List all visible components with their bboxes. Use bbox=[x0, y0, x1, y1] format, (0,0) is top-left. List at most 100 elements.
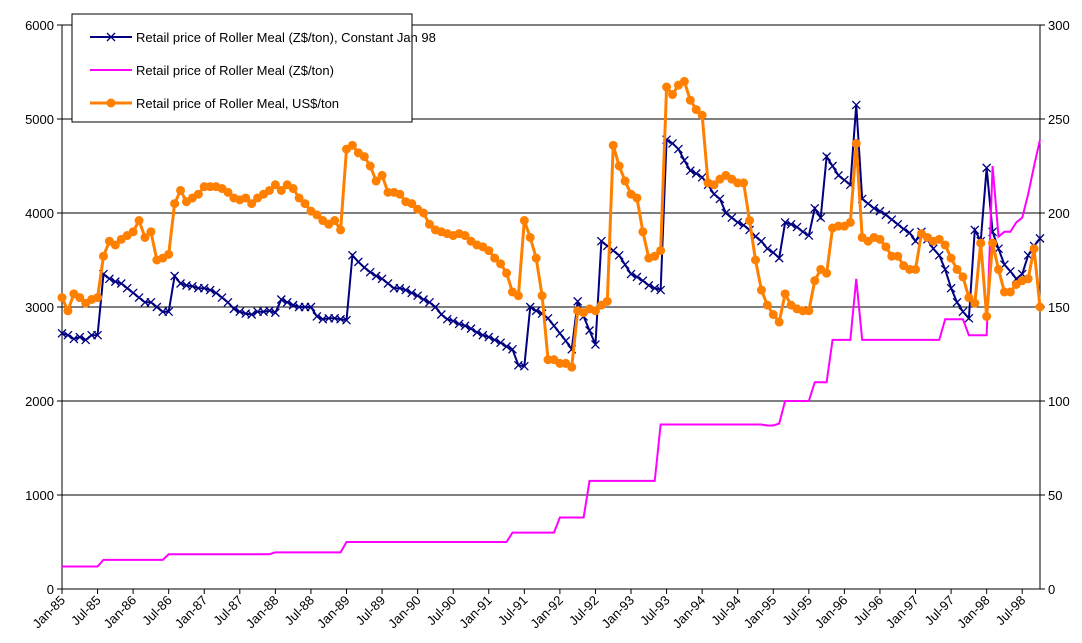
point-marker bbox=[756, 236, 766, 246]
point-marker bbox=[626, 269, 636, 279]
point-marker bbox=[270, 308, 280, 318]
point-marker bbox=[602, 296, 612, 306]
point-marker bbox=[839, 175, 849, 185]
x-tick-label: Jul-86 bbox=[139, 593, 175, 629]
point-marker bbox=[662, 82, 672, 92]
point-marker bbox=[164, 307, 174, 317]
point-marker bbox=[377, 274, 387, 284]
point-marker bbox=[205, 285, 215, 295]
point-marker bbox=[264, 306, 274, 316]
point-marker bbox=[988, 238, 998, 248]
point-marker bbox=[525, 302, 535, 312]
point-marker bbox=[679, 76, 689, 86]
point-marker bbox=[762, 244, 772, 254]
point-marker bbox=[875, 206, 885, 216]
point-marker bbox=[466, 324, 476, 334]
point-marker bbox=[590, 340, 600, 350]
legend-label: Retail price of Roller Meal (Z$/ton) bbox=[136, 63, 334, 78]
point-marker bbox=[656, 285, 666, 295]
point-marker bbox=[57, 328, 67, 338]
point-marker bbox=[425, 297, 434, 307]
point-marker bbox=[424, 219, 434, 229]
point-marker bbox=[994, 264, 1004, 274]
point-marker bbox=[982, 311, 992, 321]
point-marker bbox=[146, 297, 156, 307]
point-marker bbox=[869, 203, 879, 213]
point-marker bbox=[276, 185, 286, 195]
point-marker bbox=[270, 180, 280, 190]
point-marker bbox=[614, 250, 624, 260]
point-marker bbox=[798, 227, 808, 237]
point-marker bbox=[632, 193, 642, 203]
point-marker bbox=[430, 302, 440, 312]
x-tick-label: Jul-97 bbox=[922, 593, 958, 629]
point-marker bbox=[146, 227, 156, 237]
series-line bbox=[61, 104, 1041, 368]
point-marker bbox=[768, 310, 778, 320]
x-tick-label: Jan-97 bbox=[883, 593, 922, 632]
point-marker bbox=[685, 95, 695, 105]
point-marker bbox=[958, 272, 968, 282]
point-marker bbox=[946, 283, 956, 293]
legend-label: Retail price of Roller Meal (Z$/ton), Co… bbox=[136, 30, 436, 45]
point-marker bbox=[756, 285, 766, 295]
point-marker bbox=[691, 105, 701, 115]
y2-tick-label: 0 bbox=[1048, 582, 1055, 597]
x-tick-label: Jan-88 bbox=[243, 593, 282, 632]
point-marker bbox=[1005, 266, 1015, 276]
point-marker bbox=[519, 216, 529, 226]
point-marker bbox=[164, 249, 174, 259]
point-marker bbox=[98, 251, 108, 261]
point-marker bbox=[312, 311, 322, 321]
point-marker bbox=[502, 268, 512, 278]
point-marker bbox=[484, 246, 494, 256]
point-marker bbox=[721, 208, 731, 218]
point-marker bbox=[407, 288, 417, 298]
point-marker bbox=[170, 271, 180, 281]
point-marker bbox=[620, 176, 630, 186]
point-marker bbox=[982, 163, 992, 173]
point-marker bbox=[940, 240, 950, 250]
x-tick-label: Jan-93 bbox=[598, 593, 637, 632]
point-marker bbox=[276, 295, 286, 304]
point-marker bbox=[804, 231, 814, 241]
point-marker bbox=[596, 236, 606, 246]
point-marker bbox=[187, 281, 197, 291]
x-tick-label: Jan-85 bbox=[29, 593, 68, 632]
x-tick-label: Jan-92 bbox=[527, 593, 566, 632]
x-tick-label: Jul-93 bbox=[637, 593, 673, 629]
point-marker bbox=[614, 161, 624, 171]
point-marker bbox=[810, 203, 820, 213]
point-marker bbox=[478, 330, 488, 340]
point-marker bbox=[905, 228, 915, 238]
point-marker bbox=[377, 170, 387, 180]
y-tick-label: 0 bbox=[47, 582, 54, 597]
point-marker bbox=[294, 193, 304, 203]
x-tick-label: Jan-94 bbox=[670, 593, 709, 632]
point-marker bbox=[359, 152, 369, 162]
series-line bbox=[62, 139, 1041, 568]
point-marker bbox=[407, 199, 417, 209]
point-marker bbox=[134, 293, 144, 303]
point-marker bbox=[223, 187, 233, 197]
point-marker bbox=[650, 283, 660, 293]
point-marker bbox=[519, 361, 529, 371]
point-marker bbox=[199, 283, 209, 293]
point-marker bbox=[786, 219, 796, 229]
point-marker bbox=[739, 178, 749, 188]
y2-tick-label: 300 bbox=[1048, 18, 1070, 33]
point-marker bbox=[93, 293, 103, 303]
point-marker bbox=[691, 169, 701, 178]
point-marker bbox=[685, 166, 695, 176]
point-marker bbox=[745, 216, 755, 226]
point-marker bbox=[887, 215, 897, 225]
point-marker bbox=[395, 283, 405, 293]
point-marker bbox=[288, 300, 298, 310]
point-marker bbox=[531, 306, 541, 316]
series-line bbox=[60, 79, 1042, 370]
point-marker bbox=[709, 189, 719, 199]
point-marker bbox=[644, 280, 654, 290]
point-marker bbox=[964, 313, 974, 323]
x-tick-label: Jul-92 bbox=[566, 593, 602, 629]
point-marker bbox=[715, 194, 725, 204]
